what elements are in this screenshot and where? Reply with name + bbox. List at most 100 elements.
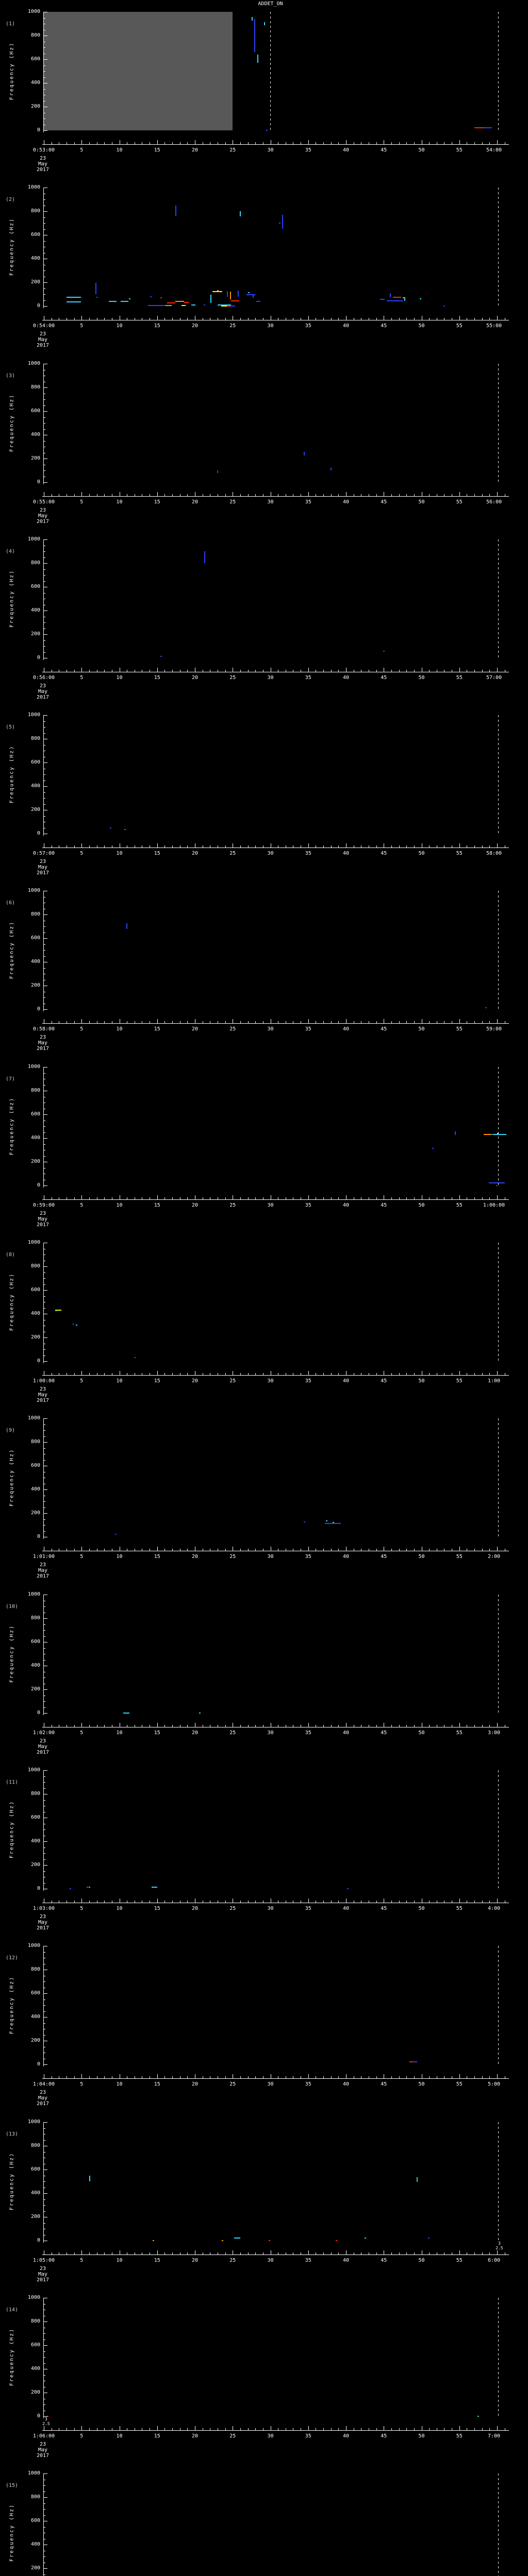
- x-major-tick: [81, 1371, 82, 1375]
- x-minor-tick: [187, 318, 188, 320]
- x-tick-label-start: 0:57:00: [32, 851, 55, 856]
- y-tick-label: 0: [37, 2061, 40, 2067]
- y-major-tick: [43, 1865, 47, 1866]
- x-minor-tick: [489, 1549, 490, 1551]
- date-label: 23 May 2017: [37, 1211, 49, 1228]
- x-minor-tick: [331, 670, 332, 672]
- annotation-line: 2.5: [496, 2246, 503, 2250]
- x-minor-tick: [225, 142, 226, 144]
- x-minor-tick: [376, 845, 377, 848]
- x-minor-tick: [172, 1197, 173, 1199]
- y-minor-tick: [43, 1883, 45, 1884]
- x-minor-tick: [164, 1725, 165, 1727]
- x-tick-label: 15: [154, 1554, 160, 1560]
- y-minor-tick: [43, 581, 45, 582]
- y-tick-label: 600: [30, 56, 40, 62]
- x-minor-tick: [489, 2428, 490, 2430]
- y-minor-tick: [43, 1952, 45, 1953]
- y-major-tick: [43, 2017, 47, 2018]
- detection-mark: [160, 297, 162, 298]
- y-minor-tick: [43, 1519, 45, 1520]
- x-tick-label: 25: [229, 323, 236, 329]
- x-major-tick: [459, 2250, 460, 2255]
- x-minor-tick: [489, 1197, 490, 1199]
- detection-mark: [252, 295, 254, 298]
- y-major-tick: [43, 1138, 47, 1139]
- x-tick-label: 20: [191, 1026, 199, 1032]
- y-tick-label: 600: [30, 2342, 40, 2348]
- x-minor-tick: [399, 2252, 400, 2255]
- date-line: 2017: [36, 1750, 50, 1755]
- x-minor-tick: [391, 1725, 392, 1727]
- y-minor-tick: [43, 2205, 45, 2206]
- y-tick-label: 1000: [27, 1591, 40, 1597]
- detection-mark: [246, 294, 256, 296]
- x-minor-tick: [187, 845, 188, 848]
- right-edge-dashed-line: [498, 891, 499, 1009]
- x-minor-tick: [164, 1021, 165, 1023]
- y-minor-tick: [43, 2152, 45, 2153]
- x-tick-label: 25: [229, 851, 236, 856]
- x-minor-tick: [240, 2428, 241, 2430]
- y-minor-tick: [43, 405, 45, 406]
- x-tick-label: 10: [116, 2081, 123, 2087]
- x-minor-tick: [414, 2076, 415, 2078]
- y-axis: [43, 2473, 44, 2576]
- x-major-tick: [81, 1547, 82, 1551]
- y-major-tick: [43, 1489, 47, 1490]
- detection-mark: [474, 127, 484, 129]
- x-minor-tick: [104, 1021, 105, 1023]
- y-tick-label: 400: [30, 80, 40, 86]
- y-axis: [43, 891, 44, 1011]
- y-minor-tick: [43, 1507, 45, 1508]
- date-line: May: [38, 1216, 48, 1222]
- x-major-tick: [81, 1899, 82, 1903]
- date-line: 23: [39, 1914, 46, 1920]
- y-tick-label: 600: [30, 408, 40, 414]
- x-minor-tick: [104, 845, 105, 848]
- y-minor-tick: [43, 2357, 45, 2358]
- detection-mark: [75, 1325, 77, 1326]
- y-minor-tick: [43, 1782, 45, 1783]
- y-minor-tick: [43, 2181, 45, 2182]
- x-minor-tick: [482, 1373, 483, 1375]
- y-major-tick: [43, 282, 47, 283]
- y-minor-tick: [43, 294, 45, 295]
- x-tick-label: 10: [116, 1730, 123, 1736]
- x-minor-tick: [74, 142, 75, 144]
- x-minor-tick: [255, 142, 256, 144]
- date-line: 2017: [36, 1925, 50, 1931]
- x-tick-label: 30: [267, 1730, 274, 1736]
- y-tick-label: 600: [30, 1990, 40, 1996]
- annotation-text: 3 2.5: [42, 2417, 50, 2426]
- detection-mark: [181, 304, 186, 306]
- panel-index-label: (15): [6, 2483, 19, 2488]
- y-tick-label: 600: [30, 232, 40, 238]
- x-tick-label: 35: [305, 851, 311, 856]
- x-tick-label: 10: [116, 2433, 123, 2439]
- x-tick-label: 40: [342, 851, 350, 856]
- x-tick-label: 5: [80, 1906, 84, 1911]
- y-minor-tick: [43, 1859, 45, 1860]
- x-tick-label: 5: [80, 2081, 84, 2087]
- x-tick-label: 10: [116, 1026, 123, 1032]
- y-tick-label: 800: [30, 1088, 40, 1093]
- panel-index-label: (1): [6, 21, 15, 27]
- x-tick-label: 20: [191, 323, 199, 329]
- y-minor-tick: [43, 1144, 45, 1145]
- x-minor-tick: [399, 2428, 400, 2430]
- y-tick-label: 400: [30, 2190, 40, 2196]
- date-label: 23 May 2017: [37, 1035, 49, 1052]
- y-tick-label: 600: [30, 1639, 40, 1645]
- x-minor-tick: [172, 845, 173, 848]
- y-tick-label: 0: [37, 479, 40, 485]
- x-minor-tick: [391, 670, 392, 672]
- x-major-tick: [497, 2250, 498, 2255]
- x-minor-tick: [391, 142, 392, 144]
- y-minor-tick: [43, 2199, 45, 2200]
- x-tick-label-end: 1:00: [487, 1378, 501, 1384]
- y-axis: [43, 2122, 44, 2243]
- detection-mark: [256, 301, 261, 302]
- date-line: 2017: [36, 1222, 50, 1228]
- x-minor-tick: [89, 318, 90, 320]
